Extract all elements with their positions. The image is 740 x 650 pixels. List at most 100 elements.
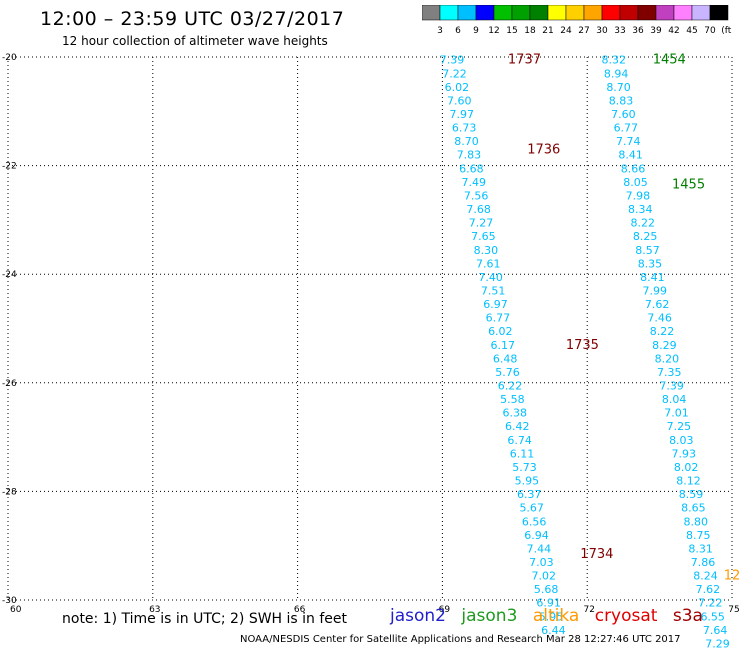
pass-time-label: 12 [724,569,740,584]
footer-note: note: 1) Time is in UTC; 2) SWH is in fe… [62,611,348,627]
y-tick-label: -26 [2,379,17,389]
swh-point: 7.46 [647,312,672,325]
swh-point: 6.02 [488,325,513,338]
swh-point: 6.02 [445,81,470,94]
y-tick-label: -30 [2,596,17,606]
satellite-legend: jason2 jason3 altika cryosat s3a [390,606,713,626]
legend-label: (ft) [721,26,732,36]
swh-point: 7.86 [691,556,716,569]
swh-point: 6.55 [700,610,725,623]
grid-lines [7,56,733,601]
satellite-altika: altika [532,606,580,626]
legend-label: 70 [704,26,716,36]
swh-point: 8.65 [681,502,706,515]
legend-label: 3 [437,26,443,36]
legend-label: 36 [632,26,644,36]
swh-point: 7.61 [476,257,501,270]
satellite-jason2: jason2 [390,606,446,626]
y-tick-label: -28 [2,487,17,497]
swh-point: 6.22 [498,380,523,393]
swh-point: 6.11 [510,447,535,460]
legend-label: 30 [596,26,608,36]
pass-time-label: 1736 [527,142,560,157]
swh-point: 8.25 [633,230,658,243]
swh-point: 8.75 [686,529,711,542]
swh-point: 5.73 [512,461,537,474]
swh-point: 8.32 [601,54,626,67]
swh-point: 7.25 [667,420,692,433]
swh-point: 7.93 [671,447,696,460]
swh-point: 7.98 [626,189,651,202]
swh-point: 8.12 [676,475,701,488]
swh-point: 8.20 [655,352,680,365]
swh-point: 8.05 [623,176,648,189]
swh-point: 8.03 [669,434,694,447]
swh-point: 6.94 [524,529,549,542]
x-tick-label: 72 [583,605,594,615]
swh-point: 7.64 [703,624,728,637]
pass-time-label: 1737 [508,53,541,68]
swh-point: 8.41 [640,271,665,284]
credit-line: NOAA/NESDIS Center for Satellite Applica… [240,634,681,645]
swh-point: 7.83 [457,149,482,162]
swh-point: 8.29 [652,339,677,352]
legend-label: 42 [668,26,679,36]
swh-point: 6.74 [507,434,532,447]
swh-point: 5.95 [515,475,540,488]
legend-label: 9 [473,26,479,36]
swh-point: 8.83 [609,94,634,107]
swh-point: 7.49 [462,176,487,189]
y-tick-label: -22 [2,162,17,172]
x-tick-label: 66 [294,605,306,615]
swh-point: 5.95 [539,610,564,623]
pass-time-label: 1455 [672,178,705,193]
legend-label: 12 [488,26,499,36]
legend-label: 33 [614,26,625,36]
swh-point: 5.76 [495,366,520,379]
swh-point: 6.91 [536,597,561,610]
swh-point: 8.02 [674,461,699,474]
swh-point: 8.80 [684,515,709,528]
legend-label: 15 [506,26,517,36]
swh-point: 7.99 [643,284,668,297]
swh-point: 7.01 [664,407,689,420]
swh-point: 8.22 [630,217,655,230]
page-title: 12:00 – 23:59 UTC 03/27/2017 [40,8,345,30]
x-tick-label: 69 [439,605,451,615]
swh-point: 8.34 [628,203,653,216]
swh-point: 6.17 [490,339,515,352]
pass-time-label: 1734 [580,547,613,562]
swh-point: 8.31 [688,542,713,555]
satellite-jason3: jason3 [461,606,518,626]
swh-point: 6.73 [452,122,477,135]
swh-point: 7.40 [478,271,503,284]
legend-label: 39 [650,26,662,36]
swh-point: 8.24 [693,570,718,583]
swh-point: 7.60 [611,108,636,121]
swh-point: 7.60 [447,94,472,107]
x-tick-label: 60 [10,605,22,615]
legend-label: 6 [455,26,461,36]
swh-point: 6.44 [541,624,566,637]
swh-point: 7.27 [469,217,494,230]
legend-label: 27 [578,26,589,36]
pass-time-label: 1454 [653,53,686,68]
swh-point: 6.42 [505,420,530,433]
data-points: 7.397.226.027.607.976.738.707.836.687.49… [440,54,730,650]
swh-point: 8.30 [474,244,499,257]
swh-point: 6.68 [459,162,484,175]
swh-point: 8.22 [650,325,675,338]
satellite-s3a: s3a [672,606,703,626]
page-subtitle: 12 hour collection of altimeter wave hei… [62,34,328,48]
legend-label: 45 [686,26,697,36]
legend-label: 18 [524,26,536,36]
swh-point: 8.66 [621,162,646,175]
swh-point: 6.97 [483,298,508,311]
swh-point: 8.41 [618,149,643,162]
swh-point: 6.56 [522,515,547,528]
pass-time-labels: 1737 1736 1735 1734 1454 1455 12 [508,53,740,584]
swh-point: 7.56 [464,189,489,202]
swh-point: 6.77 [486,312,511,325]
